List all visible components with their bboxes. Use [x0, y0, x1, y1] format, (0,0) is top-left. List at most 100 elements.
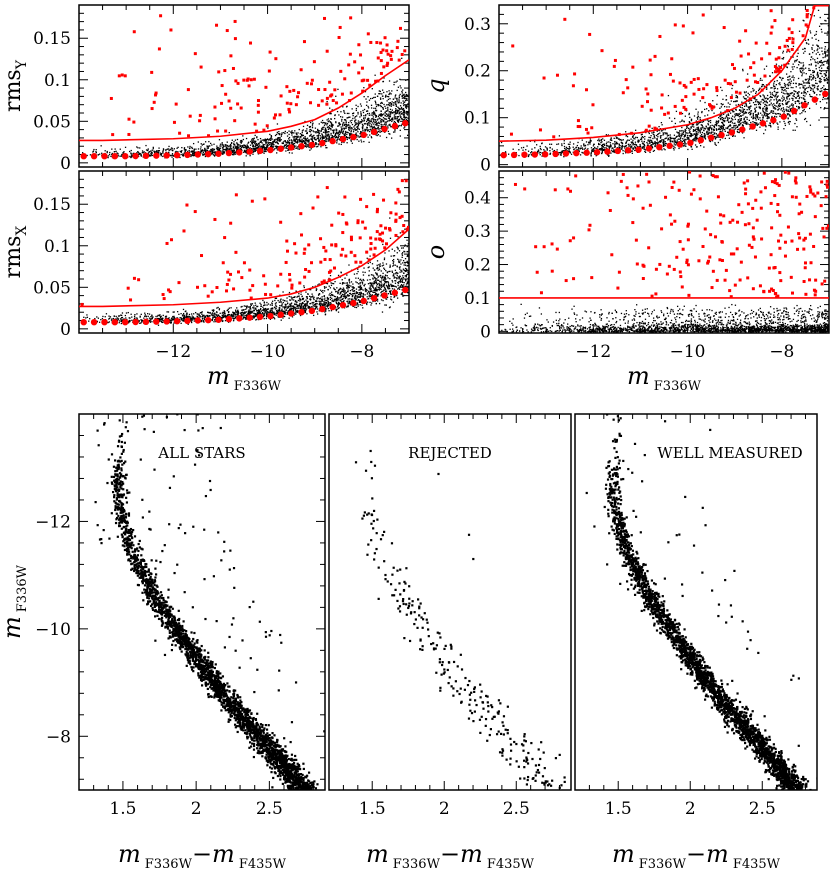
star-point [643, 141, 645, 143]
star-point [380, 114, 382, 116]
star-point [370, 136, 373, 138]
star-point [362, 109, 364, 112]
star-point [329, 138, 331, 140]
rejected-point [646, 100, 650, 104]
star-point [363, 140, 365, 143]
rejected-point [278, 113, 282, 117]
star-point [763, 68, 766, 70]
rejected-point [198, 119, 202, 123]
star-point [534, 147, 536, 149]
star-point [717, 134, 719, 137]
star-point [757, 103, 760, 106]
median-point [500, 151, 507, 159]
star-point [734, 118, 736, 120]
star-point [231, 147, 233, 149]
star-point [664, 143, 667, 145]
rejected-point [150, 70, 154, 74]
star-point [814, 34, 816, 37]
star-point [370, 120, 372, 123]
star-point [250, 139, 253, 141]
star-point [773, 112, 775, 114]
star-point [225, 144, 227, 146]
star-point [647, 140, 649, 142]
star-point [767, 98, 769, 100]
star-point [119, 148, 121, 150]
star-point [736, 100, 738, 102]
star-point [724, 130, 726, 132]
star-point [762, 117, 764, 119]
star-point [195, 148, 197, 150]
star-point [240, 142, 242, 144]
star-point [750, 112, 752, 114]
star-point [233, 154, 235, 156]
star-point [810, 89, 812, 91]
star-point [199, 151, 201, 153]
star-point [375, 103, 377, 105]
star-point [307, 145, 310, 147]
star-point [382, 120, 384, 123]
star-point [589, 141, 591, 144]
star-point [131, 154, 133, 156]
star-point [818, 66, 820, 69]
star-point [815, 61, 817, 64]
star-point [632, 148, 634, 150]
star-point [671, 120, 673, 122]
star-point [634, 138, 636, 140]
median-point [381, 125, 388, 133]
star-point [787, 87, 789, 90]
star-point [232, 150, 234, 153]
star-point [774, 115, 776, 118]
star-point [798, 102, 801, 105]
star-point [318, 140, 320, 143]
star-point [687, 127, 690, 130]
star-point [701, 131, 704, 134]
star-point [688, 138, 690, 140]
star-point [324, 130, 326, 132]
star-point [337, 125, 339, 127]
star-point [376, 124, 378, 126]
star-point [778, 82, 780, 85]
star-point [326, 135, 328, 137]
star-point [397, 86, 400, 88]
star-point [770, 99, 772, 101]
star-point [779, 99, 781, 101]
star-point [742, 125, 744, 127]
star-point [733, 129, 735, 131]
star-point [779, 76, 781, 78]
star-point [791, 97, 793, 99]
star-point [140, 154, 142, 157]
rejected-point [684, 85, 688, 89]
rejected-point [389, 57, 393, 61]
star-point [743, 120, 746, 122]
rejected-point [288, 89, 292, 93]
star-point [734, 135, 736, 137]
star-point [239, 148, 242, 150]
star-point [786, 106, 788, 108]
star-point [673, 139, 675, 141]
star-point [286, 131, 288, 134]
star-point [601, 144, 603, 146]
star-point [349, 116, 351, 118]
star-point [765, 104, 767, 106]
star-point [369, 134, 371, 136]
rejected-point [207, 134, 211, 138]
median-point [739, 126, 746, 133]
star-point [331, 137, 334, 139]
star-point [117, 152, 119, 155]
star-point [374, 100, 376, 102]
star-point [632, 135, 634, 137]
star-point [387, 109, 389, 111]
star-point [396, 109, 398, 111]
star-point [156, 150, 158, 153]
star-point [684, 144, 686, 146]
star-point [302, 139, 305, 142]
star-point [667, 139, 669, 141]
median-point [298, 142, 305, 150]
star-point [759, 95, 761, 97]
star-point [379, 131, 381, 133]
star-point [271, 146, 273, 148]
star-point [772, 112, 774, 114]
star-point [802, 110, 804, 112]
star-point [193, 150, 195, 152]
star-point [719, 107, 721, 109]
